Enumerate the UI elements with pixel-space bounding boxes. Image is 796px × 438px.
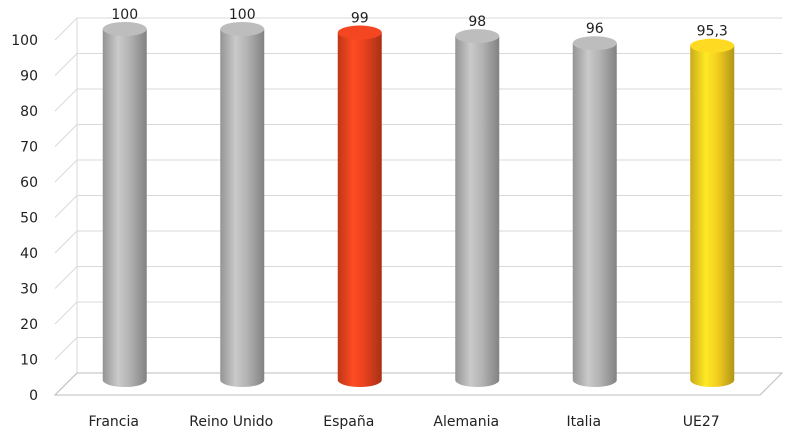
chart-floor: [53, 372, 784, 396]
y-tick-label: 80: [20, 104, 38, 120]
grid-diagonal: [54, 301, 78, 325]
y-tick-label: 50: [20, 211, 38, 227]
grid-diagonal: [54, 17, 78, 41]
y-tick-label: 0: [29, 388, 38, 404]
bar-reino-unido: [220, 29, 265, 388]
bar-españa: [337, 32, 382, 388]
data-label: 96: [586, 21, 604, 37]
data-label: 98: [468, 14, 486, 30]
x-category-label: Francia: [89, 414, 139, 430]
labels-layer: 0 10 20 30 40 50 60 70 80 90 100 100 Francia 100 Reino…: [11, 7, 728, 430]
bar-ue27: [690, 45, 735, 388]
grid-diagonal: [54, 266, 78, 289]
y-tick-label: 90: [20, 69, 38, 85]
bar-top-cap: [455, 29, 500, 44]
data-label: 95,3: [697, 24, 728, 40]
x-category-label: UE27: [683, 414, 720, 430]
grid-diagonal: [54, 159, 78, 183]
bar-francia: [102, 29, 147, 388]
grid-diagonal: [54, 230, 78, 254]
x-category-label: Alemania: [433, 414, 499, 430]
grid-diagonal: [54, 195, 78, 218]
y-tick-label: 100: [11, 33, 38, 49]
y-tick-label: 20: [20, 317, 38, 333]
y-tick-label: 60: [20, 175, 38, 191]
bars-layer: [102, 22, 735, 388]
x-category-label: Italia: [566, 414, 601, 430]
grid-diagonal: [54, 88, 78, 112]
bar-top-cap: [220, 22, 265, 36]
grid-diagonal: [54, 53, 78, 76]
y-tick-label: 40: [20, 246, 38, 262]
x-category-label: Reino Unido: [189, 414, 273, 430]
x-category-label: España: [323, 414, 374, 430]
bar-top-cap: [102, 22, 147, 36]
bar-top-cap: [337, 25, 382, 40]
bar-top-cap: [572, 36, 617, 51]
grid-diagonal: [54, 337, 78, 360]
bar-alemania: [455, 36, 500, 388]
y-tick-label: 70: [20, 140, 38, 156]
y-tick-label: 30: [20, 282, 38, 298]
data-label: 100: [111, 7, 138, 23]
bar-top-cap: [690, 38, 735, 53]
data-label: 100: [229, 7, 256, 23]
grid-layer: [53, 17, 784, 396]
data-label: 99: [351, 11, 369, 27]
y-tick-label: 10: [20, 353, 38, 369]
grid-diagonal: [54, 124, 78, 147]
bar-italia: [572, 43, 617, 388]
